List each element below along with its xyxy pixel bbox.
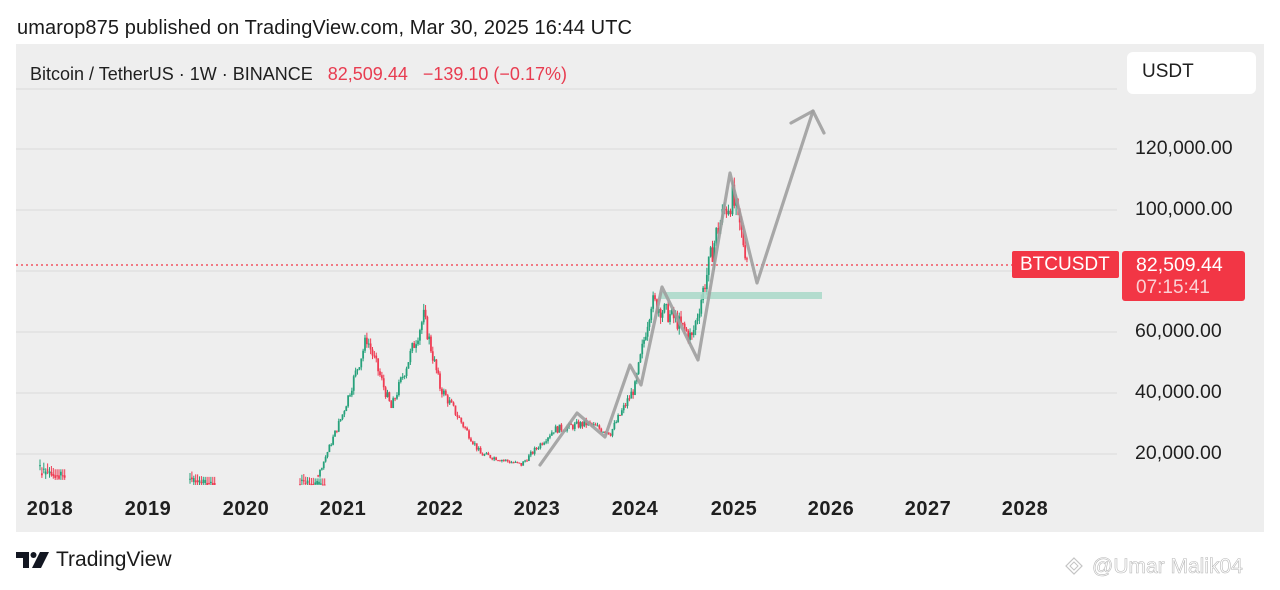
time-axis-label: 2020 — [222, 498, 270, 520]
last-price-value: 82,509.44 — [1136, 254, 1223, 276]
legend-last-price: 82,509.44 — [327, 64, 408, 84]
time-axis-label: 2021 — [319, 498, 367, 520]
time-axis-label: 2026 — [807, 498, 855, 520]
price-axis-label: 20,000.00 — [1135, 442, 1222, 464]
time-axis-label: 2027 — [904, 498, 952, 520]
last-price-badge: 82,509.44 07:15:41 — [1122, 251, 1245, 301]
candlestick-series — [39, 177, 748, 486]
time-axis-label: 2023 — [513, 498, 561, 520]
tradingview-logo[interactable]: TradingView — [16, 548, 172, 572]
price-axis-label: 40,000.00 — [1135, 381, 1222, 403]
currency-button[interactable]: USDT — [1127, 52, 1256, 94]
watermark: @Umar Malik04 — [1060, 555, 1243, 579]
tradingview-logo-icon — [16, 552, 49, 568]
symbol-legend: Bitcoin / TetherUS · 1W · BINANCE 82,509… — [30, 64, 567, 85]
grid-lines — [16, 88, 1117, 455]
time-axis-label: 2018 — [26, 498, 74, 520]
bar-countdown: 07:15:41 — [1136, 277, 1210, 298]
symbol-title[interactable]: Bitcoin / TetherUS · 1W · BINANCE — [30, 64, 313, 84]
watermark-text: @Umar Malik04 — [1092, 555, 1243, 579]
price-axis-label: 100,000.00 — [1135, 198, 1233, 220]
price-axis-label: 120,000.00 — [1135, 137, 1233, 159]
binance-square-icon — [1065, 557, 1083, 575]
support-zone[interactable] — [660, 292, 822, 299]
chart-panel[interactable] — [16, 44, 1264, 532]
symbol-price-badge: BTCUSDT — [1012, 251, 1119, 278]
price-axis-label: 60,000.00 — [1135, 320, 1222, 342]
arrowhead-icon — [789, 109, 826, 135]
brand-name: TradingView — [56, 548, 172, 571]
time-axis-label: 2025 — [710, 498, 758, 520]
time-axis-label: 2024 — [611, 498, 659, 520]
legend-change: −139.10 (−0.17%) — [422, 64, 567, 84]
projection-path-drawing[interactable] — [538, 109, 815, 467]
time-axis-label: 2022 — [416, 498, 464, 520]
time-axis-label: 2028 — [1001, 498, 1049, 520]
time-axis-label: 2019 — [124, 498, 172, 520]
publish-info: umarop875 published on TradingView.com, … — [17, 17, 633, 39]
